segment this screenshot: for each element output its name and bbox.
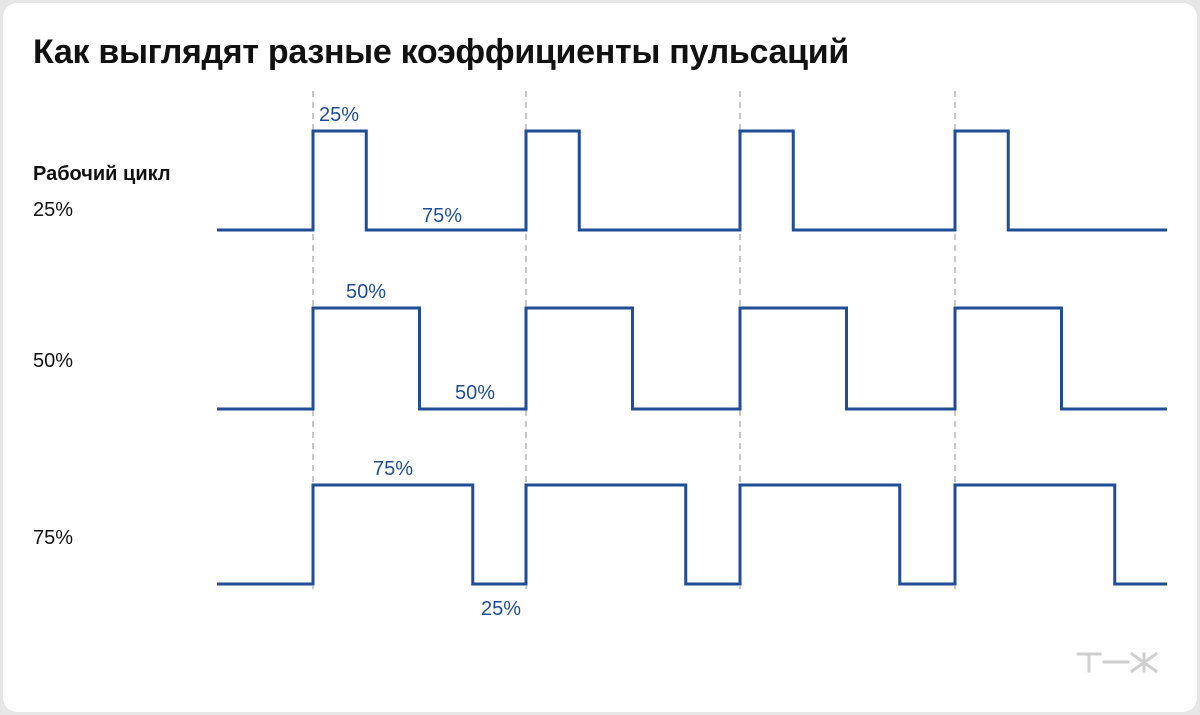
duty-cycle-heading: Рабочий цикл bbox=[33, 163, 171, 185]
row-label-75: 75% bbox=[33, 527, 74, 549]
diagram-card: Как выглядят разные коэффициенты пульсац… bbox=[3, 3, 1197, 712]
row-label-25: 25% bbox=[33, 199, 74, 221]
pulse-wave-row-3 bbox=[217, 483, 1167, 586]
row1-low-annotation: 75% bbox=[422, 205, 462, 227]
row3-high-annotation: 75% bbox=[373, 458, 413, 480]
duty-annotations: 25% 75% 50% 50% 75% 25% bbox=[319, 104, 521, 620]
pulse-wave-row-2 bbox=[217, 306, 1167, 411]
pulse-wave-row-1 bbox=[217, 129, 1167, 232]
row2-high-annotation: 50% bbox=[346, 281, 386, 303]
row2-low-annotation: 50% bbox=[455, 382, 495, 404]
row-label-50: 50% bbox=[33, 350, 74, 372]
pulse-diagram: 25% 75% 50% 50% 75% 25% bbox=[217, 91, 1167, 620]
row1-high-annotation: 25% bbox=[319, 104, 359, 126]
logo-mark bbox=[1076, 651, 1159, 674]
row3-low-annotation: 25% bbox=[481, 598, 521, 620]
tzh-logo bbox=[1075, 649, 1161, 678]
pulse-waves bbox=[217, 129, 1167, 586]
page-title: Как выглядят разные коэффициенты пульсац… bbox=[33, 33, 849, 71]
